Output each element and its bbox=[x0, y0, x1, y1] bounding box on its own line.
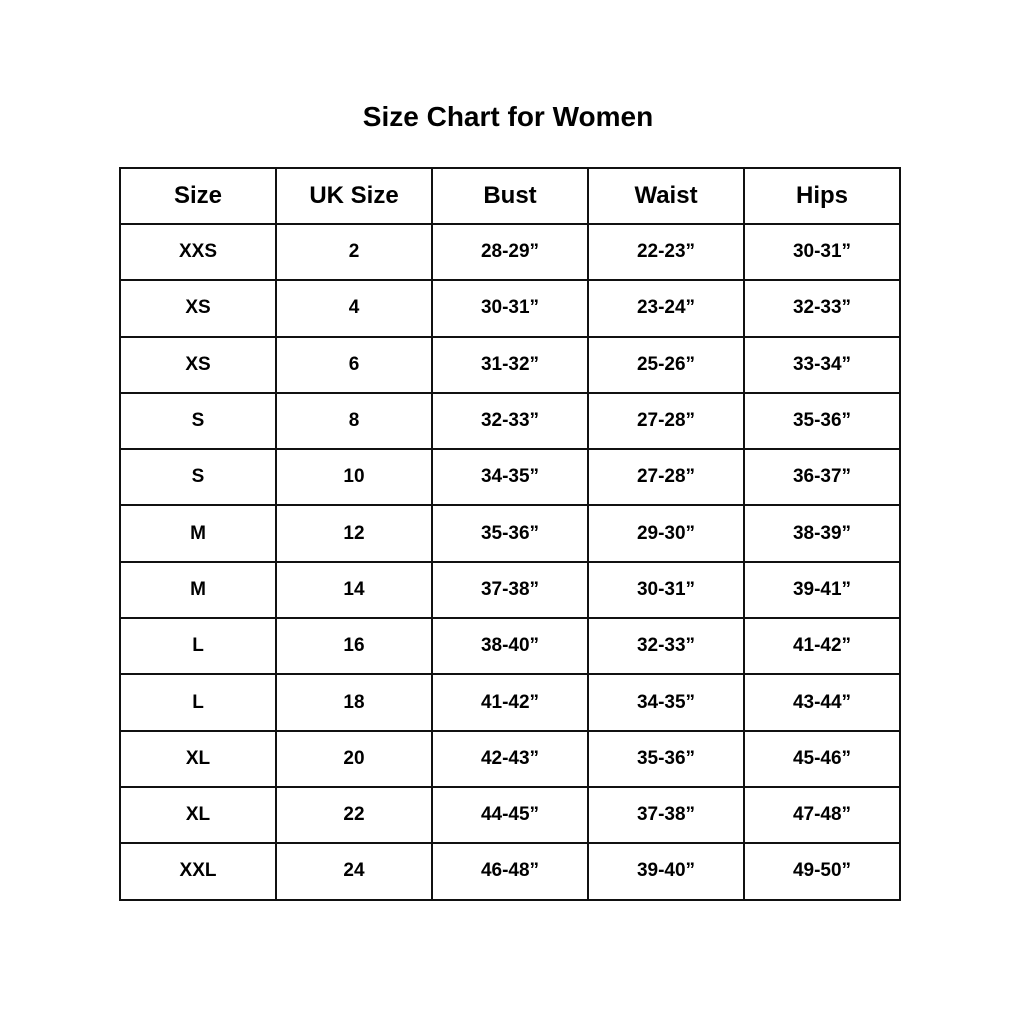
table-cell: 46-48” bbox=[431, 842, 589, 901]
table-cell: 45-46” bbox=[743, 729, 901, 788]
table-cell: 29-30” bbox=[587, 504, 745, 563]
table-cell: XL bbox=[119, 729, 277, 788]
table-row: XS 4 30-31” 23-24” 32-33” bbox=[119, 279, 901, 338]
table-cell: 41-42” bbox=[743, 617, 901, 676]
table-cell: 37-38” bbox=[431, 560, 589, 620]
table-cell: 30-31” bbox=[431, 279, 589, 338]
table-cell: 38-39” bbox=[743, 504, 901, 563]
table-row: S 10 34-35” 27-28” 36-37” bbox=[119, 448, 901, 507]
table-cell: 12 bbox=[275, 504, 433, 563]
column-header: Waist bbox=[587, 167, 745, 225]
table-cell: 28-29” bbox=[431, 222, 589, 282]
table-cell: 30-31” bbox=[743, 222, 901, 282]
table-cell: 39-41” bbox=[743, 560, 901, 620]
table-cell: 2 bbox=[275, 222, 433, 282]
table-cell: 35-36” bbox=[587, 729, 745, 788]
table-cell: 41-42” bbox=[431, 673, 589, 732]
table-cell: 33-34” bbox=[743, 335, 901, 394]
table-cell: 42-43” bbox=[431, 729, 589, 788]
table-cell: XXS bbox=[119, 222, 277, 282]
table-cell: XS bbox=[119, 335, 277, 394]
table-row: L 18 41-42” 34-35” 43-44” bbox=[119, 673, 901, 732]
size-chart-table: Size UK Size Bust Waist Hips XXS 2 28-29” 22-23… bbox=[119, 167, 901, 901]
table-cell: 34-35” bbox=[431, 448, 589, 507]
table-cell: 36-37” bbox=[743, 448, 901, 507]
table-cell: S bbox=[119, 448, 277, 507]
table-cell: 30-31” bbox=[587, 560, 745, 620]
table-cell: 14 bbox=[275, 560, 433, 620]
table-cell: 20 bbox=[275, 729, 433, 788]
table-row: XL 20 42-43” 35-36” 45-46” bbox=[119, 729, 901, 788]
table-header-row: Size UK Size Bust Waist Hips bbox=[119, 167, 901, 225]
table-cell: 16 bbox=[275, 617, 433, 676]
table-cell: 27-28” bbox=[587, 391, 745, 451]
table-cell: 43-44” bbox=[743, 673, 901, 732]
table-cell: XL bbox=[119, 785, 277, 845]
table-row: M 12 35-36” 29-30” 38-39” bbox=[119, 504, 901, 563]
table-cell: 34-35” bbox=[587, 673, 745, 732]
table-body: XXS 2 28-29” 22-23” 30-31” XS 4 30-31” 23-24” 32-… bbox=[119, 222, 901, 901]
table-cell: L bbox=[119, 617, 277, 676]
table-cell: XS bbox=[119, 279, 277, 338]
table-row: XL 22 44-45” 37-38” 47-48” bbox=[119, 785, 901, 845]
table-row: M 14 37-38” 30-31” 39-41” bbox=[119, 560, 901, 620]
table-cell: 10 bbox=[275, 448, 433, 507]
table-cell: S bbox=[119, 391, 277, 451]
column-header: Bust bbox=[431, 167, 589, 225]
table-cell: 39-40” bbox=[587, 842, 745, 901]
table-cell: 23-24” bbox=[587, 279, 745, 338]
table-cell: 24 bbox=[275, 842, 433, 901]
table-cell: XXL bbox=[119, 842, 277, 901]
page-title: Size Chart for Women bbox=[362, 101, 654, 132]
table-cell: 6 bbox=[275, 335, 433, 394]
table-cell: 8 bbox=[275, 391, 433, 451]
table-cell: 25-26” bbox=[587, 335, 745, 394]
table-cell: 22 bbox=[275, 785, 433, 845]
table-cell: 22-23” bbox=[587, 222, 745, 282]
table-row: XS 6 31-32” 25-26” 33-34” bbox=[119, 335, 901, 394]
table-cell: 49-50” bbox=[743, 842, 901, 901]
table-cell: 37-38” bbox=[587, 785, 745, 845]
table-cell: 44-45” bbox=[431, 785, 589, 845]
table-cell: M bbox=[119, 560, 277, 620]
column-header: Size bbox=[119, 167, 277, 225]
table-cell: 32-33” bbox=[743, 279, 901, 338]
table-cell: 31-32” bbox=[431, 335, 589, 394]
table-cell: 38-40” bbox=[431, 617, 589, 676]
table-cell: 18 bbox=[275, 673, 433, 732]
table-row: XXS 2 28-29” 22-23” 30-31” bbox=[119, 222, 901, 282]
table-cell: 35-36” bbox=[743, 391, 901, 451]
table-cell: 35-36” bbox=[431, 504, 589, 563]
table-cell: M bbox=[119, 504, 277, 563]
table-cell: L bbox=[119, 673, 277, 732]
table-row: S 8 32-33” 27-28” 35-36” bbox=[119, 391, 901, 451]
column-header: Hips bbox=[743, 167, 901, 225]
table-cell: 32-33” bbox=[431, 391, 589, 451]
table-cell: 47-48” bbox=[743, 785, 901, 845]
table-row: L 16 38-40” 32-33” 41-42” bbox=[119, 617, 901, 676]
table-cell: 27-28” bbox=[587, 448, 745, 507]
table-cell: 4 bbox=[275, 279, 433, 338]
column-header: UK Size bbox=[275, 167, 433, 225]
table-row: XXL 24 46-48” 39-40” 49-50” bbox=[119, 842, 901, 901]
table-cell: 32-33” bbox=[587, 617, 745, 676]
